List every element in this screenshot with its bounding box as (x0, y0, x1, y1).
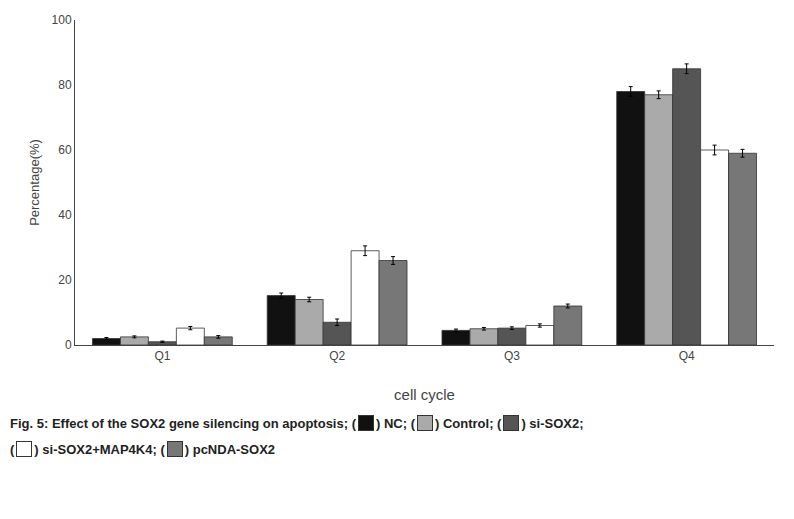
html-text:) pcNDA-SOX2: ) pcNDA-SOX2 (184, 442, 275, 457)
svg-text:Q3: Q3 (504, 349, 520, 363)
html-text:) Control; (: ) Control; ( (435, 416, 502, 431)
html-text:) si-SOX2+MAP4K4; (: ) si-SOX2+MAP4K4; ( (34, 442, 165, 457)
html-text:Fig. 5: Effect of the SOX2 gen: Fig. 5: Effect of the SOX2 gene silencin… (10, 416, 356, 431)
svg-text:0: 0 (65, 338, 72, 352)
svg-text:Q1: Q1 (154, 349, 170, 363)
svg-text:20: 20 (58, 273, 72, 287)
html-text:) NC; (: ) NC; ( (376, 416, 415, 431)
svg-text:100: 100 (52, 13, 72, 27)
svg-text:40: 40 (58, 208, 72, 222)
svg-text:80: 80 (58, 78, 72, 92)
html-text:) si-SOX2;: ) si-SOX2; (521, 416, 584, 431)
svg-text:cell cycle: cell cycle (394, 386, 455, 403)
svg-text:60: 60 (58, 143, 72, 157)
svg-text:Q4: Q4 (679, 349, 695, 363)
svg-text:Q2: Q2 (329, 349, 345, 363)
svg-text:Percentage(%): Percentage(%) (27, 139, 42, 226)
